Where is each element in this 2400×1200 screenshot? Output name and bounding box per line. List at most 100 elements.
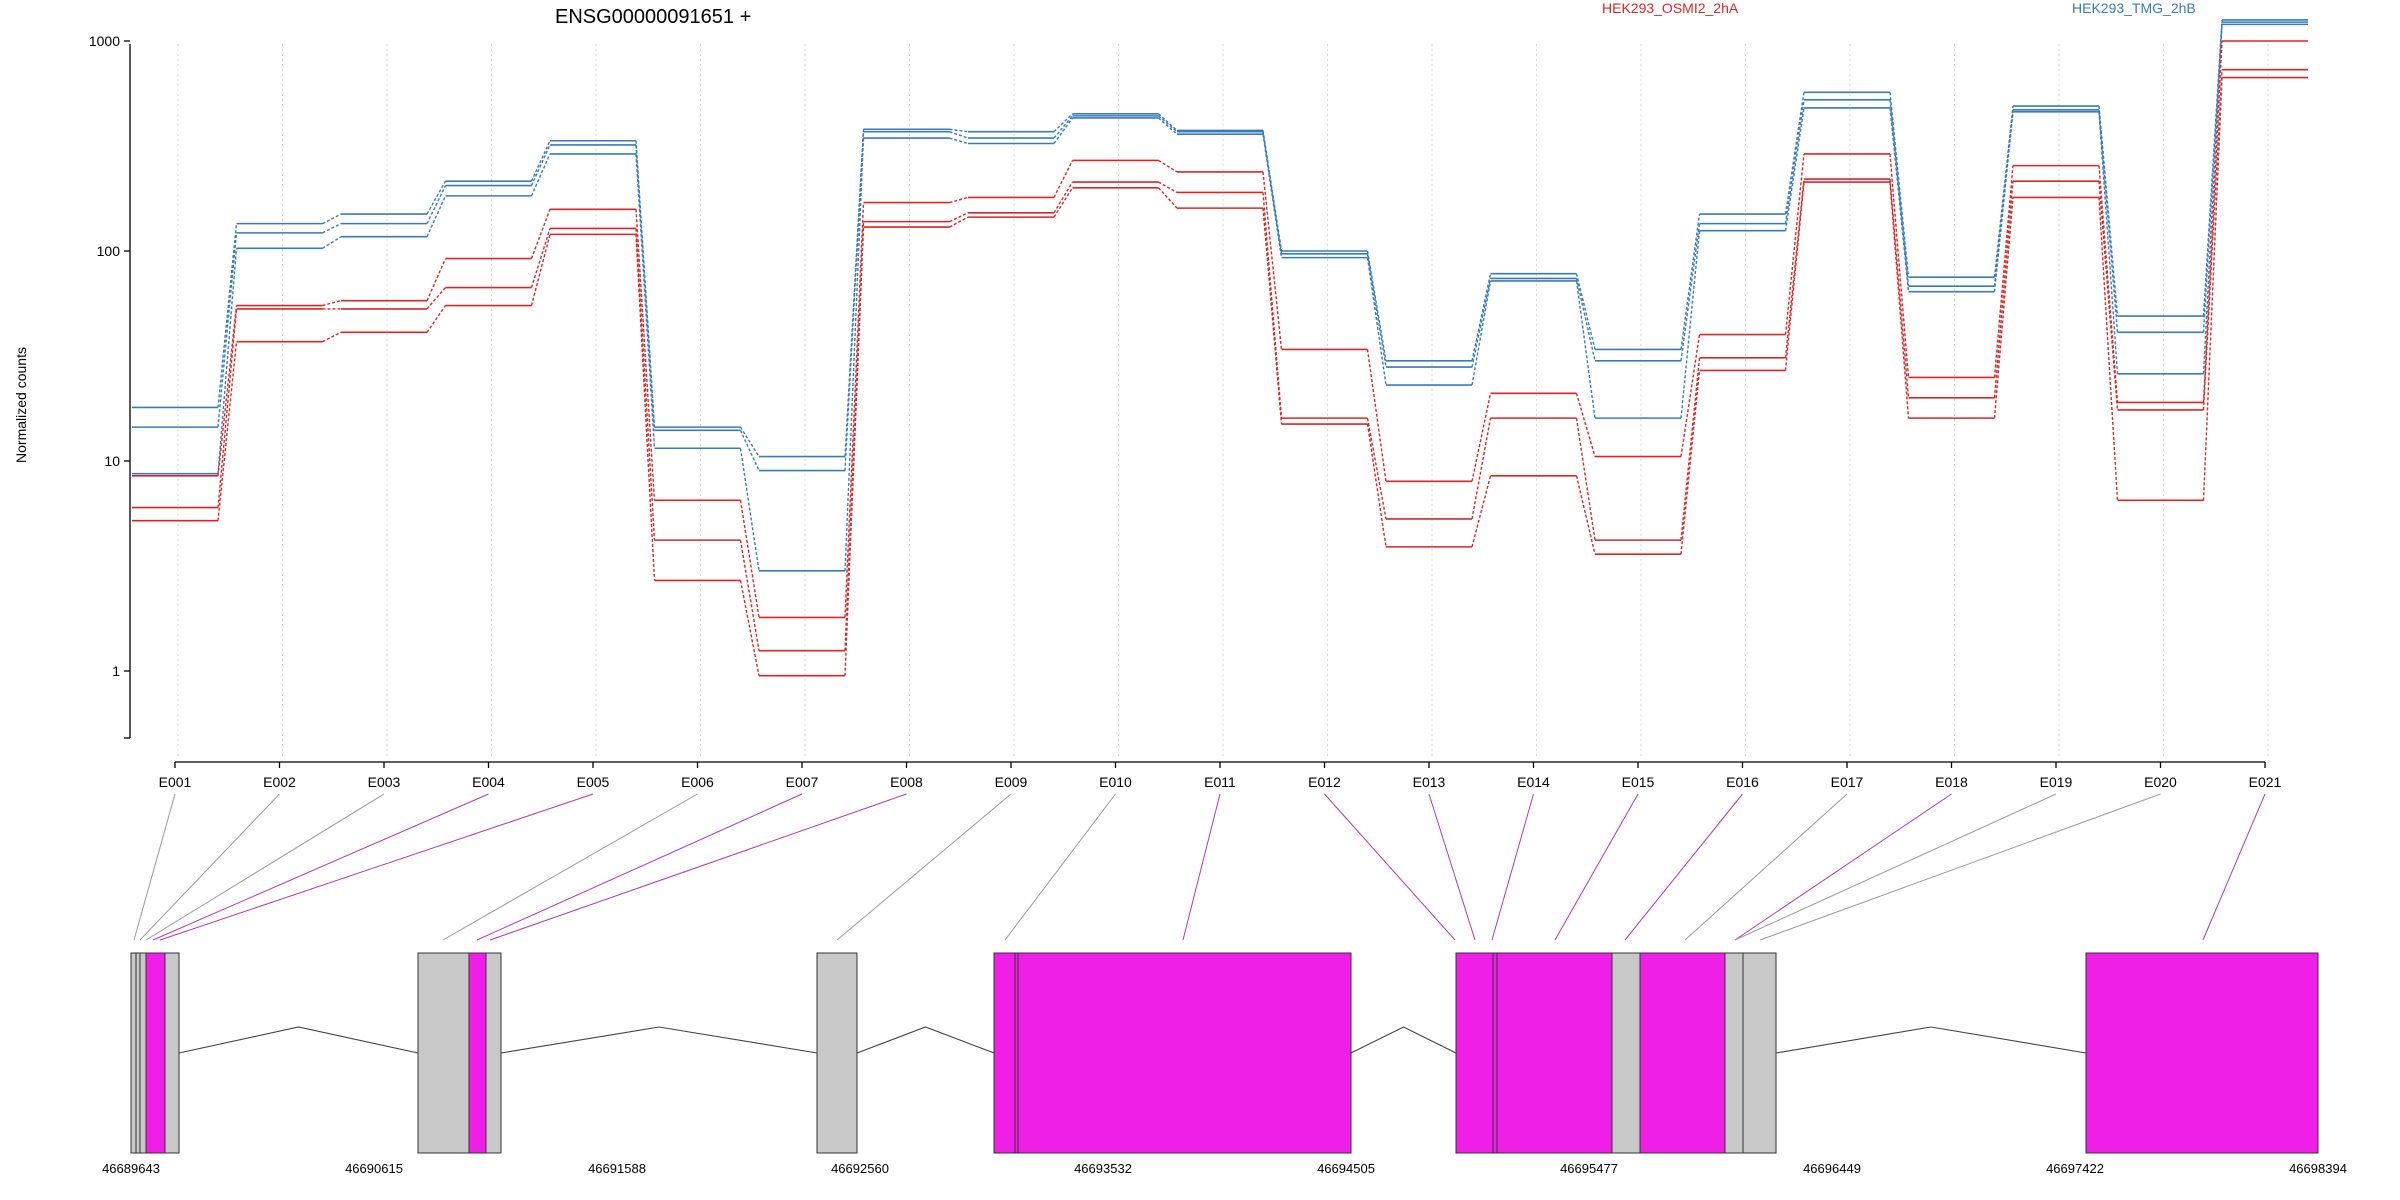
series-connector bbox=[1784, 92, 1805, 215]
series-connector bbox=[1262, 208, 1283, 425]
series-connector bbox=[1993, 109, 2014, 287]
connector-line bbox=[1491, 793, 1534, 941]
y-axis-label: Normalized counts bbox=[13, 347, 29, 463]
series-blue bbox=[132, 23, 2308, 572]
series-connector bbox=[1993, 165, 2014, 378]
series-connector bbox=[1680, 357, 1701, 541]
series-connector bbox=[739, 426, 760, 457]
x-tick-label: E010 bbox=[1099, 774, 1132, 790]
series-connector bbox=[949, 131, 969, 139]
series-connector bbox=[739, 580, 760, 676]
intron-line bbox=[1775, 1026, 2087, 1054]
connector-line bbox=[1734, 793, 1952, 941]
y-tick-label: 100 bbox=[97, 243, 121, 259]
x-tick-label: E002 bbox=[263, 774, 296, 790]
series-connector bbox=[949, 128, 969, 133]
intron-line bbox=[178, 1026, 419, 1054]
series-connector bbox=[1784, 181, 1805, 371]
x-tick-label: E017 bbox=[1831, 774, 1864, 790]
coord-label: 46693532 bbox=[1074, 1161, 1132, 1176]
series-connector bbox=[1158, 117, 1178, 135]
series-connector bbox=[739, 540, 760, 651]
exon-box bbox=[164, 952, 180, 1154]
connector-line bbox=[1428, 793, 1476, 941]
series-connector bbox=[530, 209, 551, 259]
y-tick-label: 1 bbox=[112, 663, 120, 679]
exon-box bbox=[130, 952, 147, 1154]
series-connector bbox=[426, 305, 447, 333]
x-tick-label: E006 bbox=[681, 774, 714, 790]
intron-line bbox=[1350, 1026, 1457, 1054]
exon-box bbox=[1455, 952, 1494, 1154]
connector-line bbox=[442, 793, 698, 941]
series-connector bbox=[1471, 278, 1492, 368]
series-connector bbox=[1680, 370, 1701, 555]
exon-box bbox=[1611, 952, 1641, 1154]
genomic-coordinate-axis: 46689643 46690615 46691588 46692560 46693532… bbox=[102, 1161, 2347, 1176]
connector-line bbox=[476, 793, 803, 941]
series-connector bbox=[1575, 475, 1596, 555]
x-tick-label: E005 bbox=[577, 774, 610, 790]
series-connector bbox=[635, 153, 656, 449]
series-connector bbox=[1889, 179, 1910, 398]
connector-line bbox=[159, 793, 594, 941]
series-connector bbox=[1366, 349, 1387, 482]
connector-line bbox=[1759, 793, 2161, 941]
series-connector bbox=[2202, 77, 2223, 501]
coord-label: 46696449 bbox=[1803, 1161, 1861, 1176]
series-connector bbox=[1053, 160, 1074, 198]
series-connector bbox=[1889, 107, 1910, 292]
x-tick-label: E016 bbox=[1726, 774, 1759, 790]
coord-label: 46697422 bbox=[2046, 1161, 2104, 1176]
coord-label: 46691588 bbox=[588, 1161, 646, 1176]
connector-line bbox=[145, 793, 385, 941]
series-connector bbox=[426, 180, 447, 215]
connector-line bbox=[1554, 793, 1639, 941]
x-tick-label: E019 bbox=[2040, 774, 2073, 790]
x-tick-label: E004 bbox=[472, 774, 505, 790]
series-connector bbox=[1158, 181, 1178, 194]
series-connector bbox=[1157, 187, 1178, 209]
coord-label: 46692560 bbox=[831, 1161, 889, 1176]
exon-box bbox=[1724, 952, 1744, 1154]
y-tick-label: 10 bbox=[104, 453, 120, 469]
series-connector bbox=[2202, 22, 2223, 333]
connector-line bbox=[1684, 793, 1848, 941]
series-connector bbox=[2202, 69, 2223, 411]
series-connector bbox=[949, 196, 969, 204]
exon-box bbox=[1639, 952, 1726, 1154]
connector-line bbox=[1734, 793, 2057, 941]
series-connector bbox=[426, 258, 447, 301]
series-connector bbox=[322, 213, 342, 225]
connector-line bbox=[1624, 793, 1743, 941]
exon-connectors bbox=[133, 793, 2266, 941]
series-connector bbox=[530, 228, 551, 288]
x-tick-label: E007 bbox=[786, 774, 819, 790]
series-connector bbox=[1471, 280, 1492, 386]
series-connector bbox=[635, 209, 656, 501]
series-connector bbox=[635, 140, 656, 428]
y-tick-label: 1000 bbox=[89, 33, 120, 49]
series-connector bbox=[1471, 475, 1492, 548]
series-connector bbox=[1366, 418, 1387, 520]
series-connector bbox=[949, 212, 969, 223]
coord-label: 46698394 bbox=[2289, 1161, 2347, 1176]
series-connector bbox=[2098, 197, 2119, 501]
series-connector bbox=[635, 234, 656, 581]
series-connector bbox=[1889, 181, 1910, 419]
series-connector bbox=[322, 331, 342, 343]
series-connector bbox=[1784, 107, 1805, 231]
x-tick-label: E021 bbox=[2249, 774, 2282, 790]
coord-label: 46695477 bbox=[1560, 1161, 1618, 1176]
series-connector bbox=[1784, 153, 1805, 335]
gene-model bbox=[130, 952, 2319, 1154]
series-connector bbox=[1784, 99, 1805, 224]
series-connector bbox=[1158, 115, 1178, 133]
connector-line bbox=[1004, 793, 1116, 941]
coord-label: 46694505 bbox=[1317, 1161, 1375, 1176]
connector-line bbox=[139, 793, 280, 941]
x-axis: E001 E002 E003 E004 E005 E006 E007 E008 E009 E010… bbox=[159, 761, 2282, 790]
y-axis: 1 10 100 1000 bbox=[89, 33, 131, 739]
exon-box bbox=[468, 952, 487, 1154]
series-connector bbox=[217, 305, 238, 476]
